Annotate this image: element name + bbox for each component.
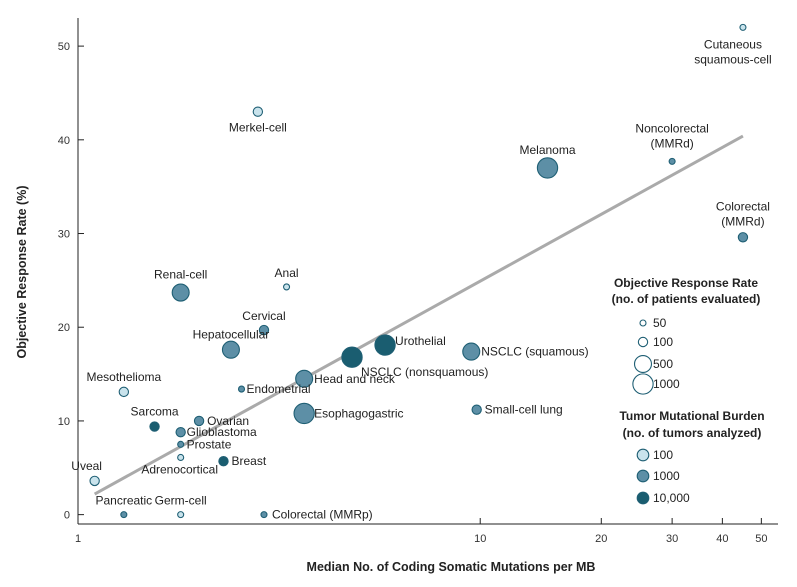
trend-line	[93, 134, 744, 496]
x-tick-label: 1	[75, 533, 81, 545]
y-axis-title: Objective Response Rate (%)	[15, 186, 29, 359]
point-hepatocellular	[221, 340, 240, 359]
legend-size-circle	[639, 319, 647, 327]
point-label-ovarian: Ovarian	[207, 414, 249, 428]
point-cervical	[258, 324, 270, 336]
point-label-noncolorectal-mmrd: Noncolorectal (MMRd)	[635, 121, 708, 150]
point-label-colorectal-mmrp: Colorectal (MMRp)	[272, 508, 373, 522]
point-label-nsclc-nonsquamous: NSCLC (nonsquamous)	[361, 365, 488, 379]
legend-size-label: 1000	[653, 377, 680, 391]
point-noncolorectal-mmrd	[668, 157, 676, 165]
point-colorectal-mmrp	[260, 511, 268, 519]
point-esophagogastric	[293, 402, 315, 425]
y-tick-label: 30	[58, 229, 70, 241]
point-label-cutaneous-squamous-cell: Cutaneous squamous-cell	[694, 37, 771, 66]
point-prostate	[177, 440, 185, 448]
x-tick-label: 50	[755, 533, 767, 545]
point-merkel-cell	[252, 106, 264, 117]
legend-size-circle	[637, 336, 649, 348]
point-label-sarcoma: Sarcoma	[131, 405, 179, 419]
point-sarcoma	[149, 421, 160, 432]
point-nsclc-nonsquamous	[341, 346, 363, 368]
legend-size-circle	[632, 373, 654, 395]
legend-burden-subtitle: (no. of tumors analyzed)	[623, 426, 762, 440]
point-nsclc-squamous	[462, 342, 481, 361]
point-label-mesothelioma: Mesothelioma	[86, 370, 161, 384]
legend-size-label: 100	[653, 335, 673, 349]
point-pancreatic	[120, 511, 128, 519]
legend-burden-circle	[636, 448, 650, 462]
point-melanoma	[536, 157, 559, 179]
x-tick-label: 40	[716, 533, 728, 545]
point-label-germ-cell: Germ-cell	[155, 494, 207, 508]
point-label-pancreatic: Pancreatic	[95, 494, 152, 508]
y-tick-label: 50	[58, 41, 70, 53]
legend-burden-label: 1000	[653, 469, 680, 483]
axis-ticks: 0 10 20 30 40 50 1 10 20 30 40 50	[58, 41, 768, 545]
point-label-breast: Breast	[231, 454, 266, 468]
point-colorectal-mmrd	[737, 232, 749, 243]
legend-size-label: 500	[653, 357, 673, 371]
point-mesothelioma	[118, 386, 130, 398]
point-label-adrenocortical: Adrenocortical	[141, 462, 218, 476]
point-labels: Cutaneous squamous-cell Merkel-cell Melanom…	[71, 37, 771, 521]
point-endometrial	[237, 385, 246, 393]
legend-burden-label: 100	[653, 448, 673, 462]
point-label-colorectal-mmrd: Colorectal (MMRd)	[716, 199, 770, 228]
point-label-renal-cell: Renal-cell	[154, 268, 207, 282]
point-germ-cell	[177, 511, 185, 519]
point-label-cervical: Cervical	[242, 309, 285, 323]
y-tick-label: 40	[58, 135, 70, 147]
point-label-melanoma: Melanoma	[519, 143, 575, 157]
legend-response-subtitle: (no. of patients evaluated)	[612, 292, 761, 306]
point-glioblastoma	[175, 426, 186, 438]
y-tick-label: 10	[58, 416, 70, 428]
point-label-glioblastoma: Glioblastoma	[187, 425, 257, 439]
legend-burden-circle	[636, 491, 650, 505]
point-breast	[218, 456, 229, 467]
point-small-cell-lung	[471, 404, 482, 415]
legend-burden-circle	[636, 469, 650, 483]
legend-burden-title: Tumor Mutational Burden	[619, 409, 764, 423]
legend-burden-label: 10,000	[653, 491, 690, 505]
point-label-esophagogastric: Esophagogastric	[314, 406, 403, 420]
point-label-head-and-neck: Head and neck	[314, 372, 396, 386]
point-adrenocortical	[177, 453, 185, 462]
point-label-urothelial: Urothelial	[395, 334, 446, 348]
y-tick-label: 20	[58, 322, 70, 334]
x-tick-label: 10	[474, 533, 486, 545]
x-tick-label: 20	[595, 533, 607, 545]
legend: Objective Response Rate (no. of patients…	[612, 276, 765, 505]
point-label-nsclc-squamous: NSCLC (squamous)	[481, 345, 588, 359]
point-ovarian	[193, 415, 205, 427]
y-tick-label: 0	[64, 510, 70, 522]
x-tick-label: 30	[666, 533, 678, 545]
legend-response-title: Objective Response Rate	[614, 276, 758, 290]
point-uveal	[89, 475, 100, 487]
point-label-uveal: Uveal	[71, 459, 102, 473]
x-axis-title: Median No. of Coding Somatic Mutations p…	[307, 560, 596, 574]
point-label-prostate: Prostate	[187, 437, 232, 451]
point-renal-cell	[171, 283, 190, 302]
point-label-endometrial: Endometrial	[247, 382, 311, 396]
legend-size-label: 50	[653, 316, 667, 330]
point-head-and-neck	[295, 369, 314, 388]
data-points	[89, 23, 749, 519]
legend-size-circle	[633, 354, 653, 374]
point-label-anal: Anal	[275, 266, 299, 280]
point-urothelial	[374, 334, 396, 356]
point-label-small-cell-lung: Small-cell lung	[485, 403, 563, 417]
point-anal	[283, 283, 291, 291]
point-cutaneous-squamous-cell	[739, 23, 747, 31]
point-label-merkel-cell: Merkel-cell	[229, 121, 287, 135]
point-label-hepatocellular: Hepatocellular	[193, 328, 270, 342]
